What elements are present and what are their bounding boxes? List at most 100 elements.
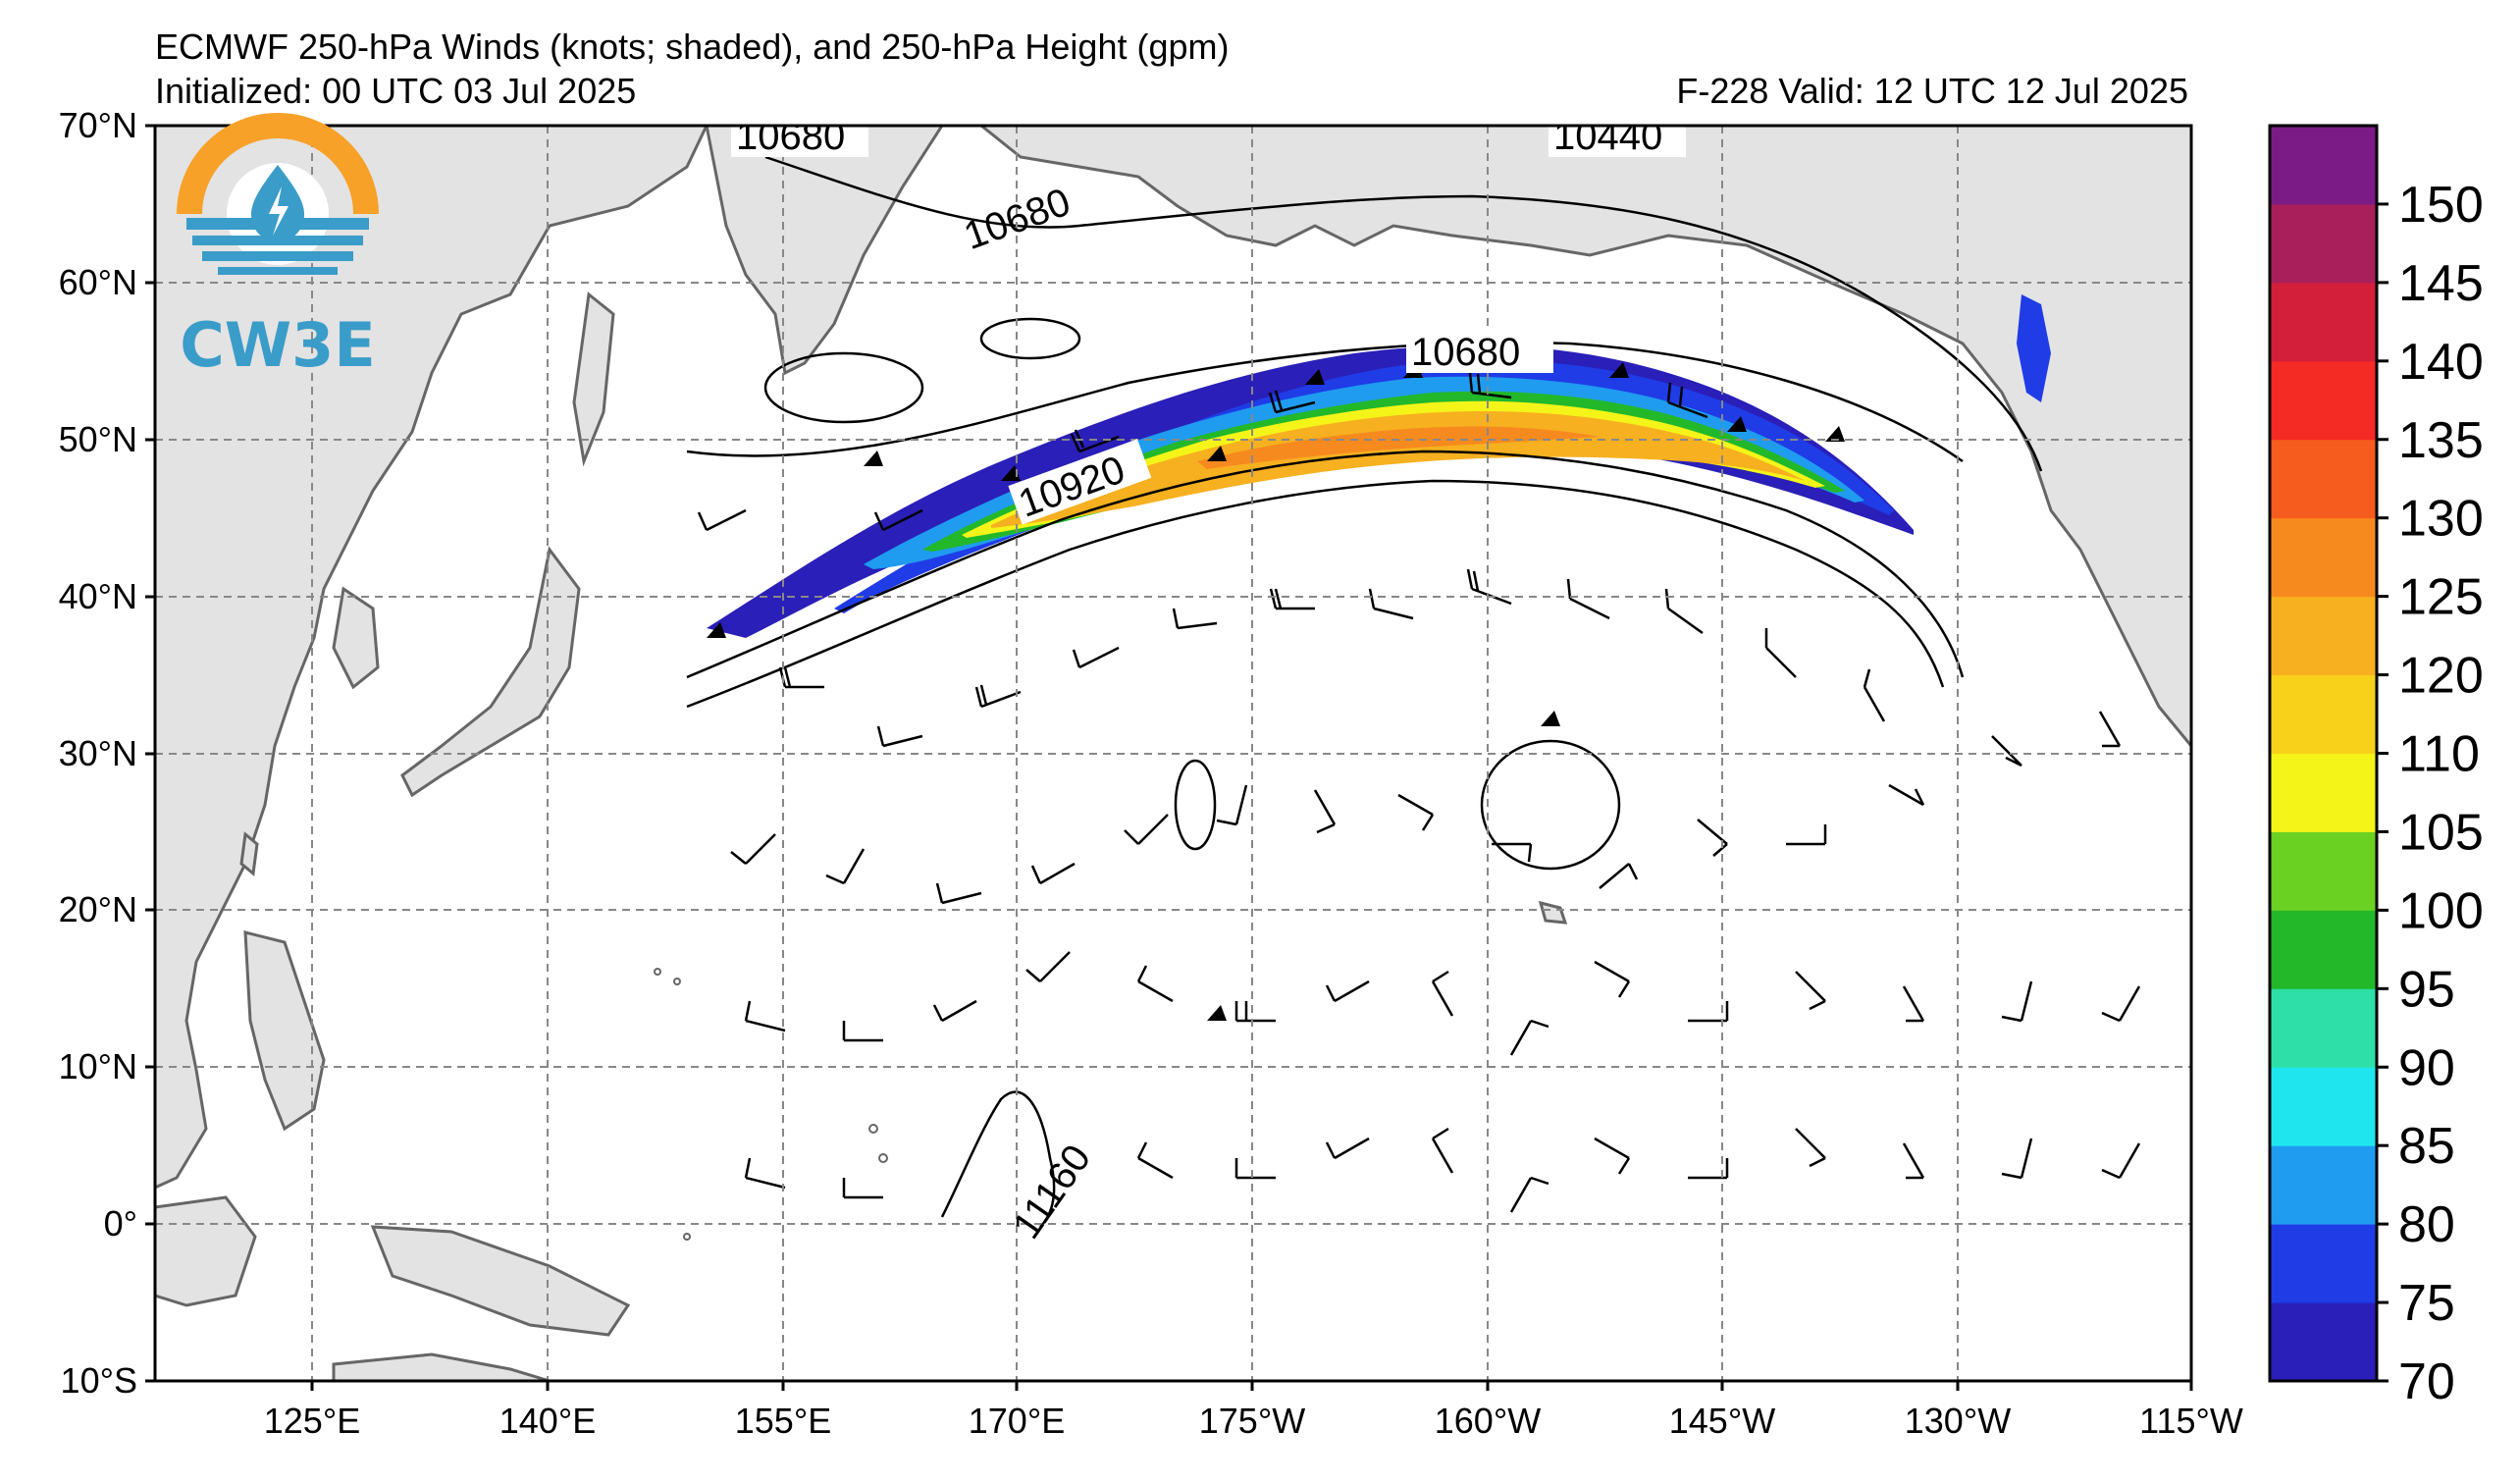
australia-land xyxy=(332,1352,551,1381)
philippines-land xyxy=(243,930,326,1132)
wind-barb xyxy=(1795,1128,1826,1168)
colorbar-block xyxy=(2270,203,2377,284)
jet-core-125kt xyxy=(1197,426,1600,469)
asia-land xyxy=(155,126,709,1190)
lat-labels: 70°N 60°N 50°N 40°N 30°N 20°N 10°N 0° 10… xyxy=(59,105,137,1401)
init-time: Initialized: 00 UTC 03 Jul 2025 xyxy=(155,71,637,111)
contour-label: 10680 xyxy=(1411,331,1520,374)
alaska-land xyxy=(978,126,2191,749)
island xyxy=(878,1153,888,1163)
wind-barb xyxy=(1795,971,1826,1011)
colorbar-block xyxy=(2270,988,2377,1068)
lightning-icon xyxy=(269,186,289,236)
korea-land xyxy=(332,586,380,690)
lat-label: 60°N xyxy=(59,262,137,302)
hawaii-land xyxy=(1538,900,1568,925)
wind-barb xyxy=(1325,980,1370,1003)
colorbar-block xyxy=(2270,1067,2377,1146)
wind-flag xyxy=(707,622,726,638)
wind-barb xyxy=(1666,382,1708,419)
wind-barbs xyxy=(697,372,2141,1213)
lat-label: 20°N xyxy=(59,889,137,929)
wind-barb xyxy=(1688,1001,1729,1023)
lon-label: 130°W xyxy=(1905,1401,2011,1441)
contour-high-1 xyxy=(979,317,1081,360)
contour-label-bg xyxy=(1549,126,1686,157)
taiwan-land xyxy=(239,831,259,876)
colorbar-block xyxy=(2270,831,2377,911)
colorbar-tick-label: 135 xyxy=(2398,412,2484,469)
colorbar-block xyxy=(2270,360,2377,441)
wind-barb xyxy=(1902,985,1925,1023)
island xyxy=(683,1233,691,1241)
wind-barb xyxy=(1368,588,1414,620)
logo-arc-icon xyxy=(177,113,379,215)
island xyxy=(868,1124,878,1134)
wind-barb xyxy=(1566,578,1610,620)
new-guinea-land xyxy=(370,1225,631,1337)
wind-barb xyxy=(1268,390,1316,414)
colorbar-tick-label: 95 xyxy=(2398,961,2455,1018)
colorbar-tick-label: 110 xyxy=(2398,726,2480,783)
lon-labels: 125°E 140°E 155°E 170°E 175°W 160°W 145°… xyxy=(264,1401,2243,1441)
colorbar-tick-label: 105 xyxy=(2398,804,2484,861)
wind-barb xyxy=(2001,980,2033,1023)
colorbar-block xyxy=(2270,439,2377,519)
wind-barb xyxy=(1431,970,1454,1017)
lon-label: 140°E xyxy=(499,1401,596,1441)
lat-label: 0° xyxy=(104,1203,137,1244)
wind-flag xyxy=(1727,416,1747,432)
contour-label-bg xyxy=(1406,332,1553,373)
wind-barb xyxy=(1902,1142,1925,1180)
lon-label: 145°W xyxy=(1669,1401,1775,1441)
contour-10920 xyxy=(686,450,1965,679)
colorbar-block xyxy=(2270,753,2377,832)
wind-barb xyxy=(974,684,1022,709)
colorbar-block xyxy=(2270,126,2377,205)
lon-label: 160°W xyxy=(1435,1401,1541,1441)
contour-high-2 xyxy=(763,351,924,424)
colorbar: 150 145 140 135 130 125 120 110 105 100 95 90 85 80 75… xyxy=(2268,124,2484,1410)
wind-flag xyxy=(1541,711,1560,726)
colorbar-tick-label: 125 xyxy=(2398,569,2484,626)
wind-barb xyxy=(1688,1158,1729,1180)
lat-label: 10°S xyxy=(61,1360,137,1401)
wind-barb xyxy=(1136,1141,1174,1180)
wind-barb xyxy=(873,508,923,532)
wind-barb xyxy=(2001,1138,2033,1180)
colorbar-tick-label: 150 xyxy=(2398,177,2484,234)
colorbar-tick-label: 100 xyxy=(2398,882,2484,939)
contour-label-bg xyxy=(1008,439,1152,525)
logo-wave-icon xyxy=(202,251,353,261)
valid-time: F-228 Valid: 12 UTC 12 Jul 2025 xyxy=(1676,71,2188,111)
wind-barb xyxy=(1492,842,1533,863)
wind-barb xyxy=(1509,1019,1549,1056)
wind-barb xyxy=(1030,862,1076,885)
wind-barb xyxy=(935,882,982,905)
wind-barb xyxy=(1216,784,1248,826)
colorbar-ticks: 150 145 140 135 130 125 120 110 105 100 95 90 85 80 75… xyxy=(2377,177,2484,1410)
wind-flag xyxy=(1825,426,1845,442)
wind-barb xyxy=(842,1178,883,1199)
lon-label: 175°W xyxy=(1199,1401,1305,1441)
colorbar-tick-label: 75 xyxy=(2398,1275,2455,1332)
colorbar-block xyxy=(2270,1224,2377,1303)
wind-barb xyxy=(1594,1137,1631,1175)
colorbar-tick-label: 130 xyxy=(2398,491,2484,548)
wind-barb xyxy=(876,725,923,748)
wind-barb xyxy=(1888,783,1925,807)
wind-barb xyxy=(842,1021,883,1042)
colorbar-block xyxy=(2270,282,2377,362)
lat-label: 10°N xyxy=(59,1046,137,1086)
colorbar-tick-label: 145 xyxy=(2398,255,2484,312)
wind-flag xyxy=(864,450,883,466)
wind-barb xyxy=(1313,789,1337,834)
land-masses xyxy=(155,126,2191,1381)
wind-barb xyxy=(1509,1176,1549,1213)
japan-land xyxy=(400,546,581,798)
colorbar-tick-label: 120 xyxy=(2398,648,2484,705)
colorbar-block xyxy=(2270,1145,2377,1225)
sakhalin-land xyxy=(572,291,615,467)
colorbar-block xyxy=(2270,517,2377,598)
